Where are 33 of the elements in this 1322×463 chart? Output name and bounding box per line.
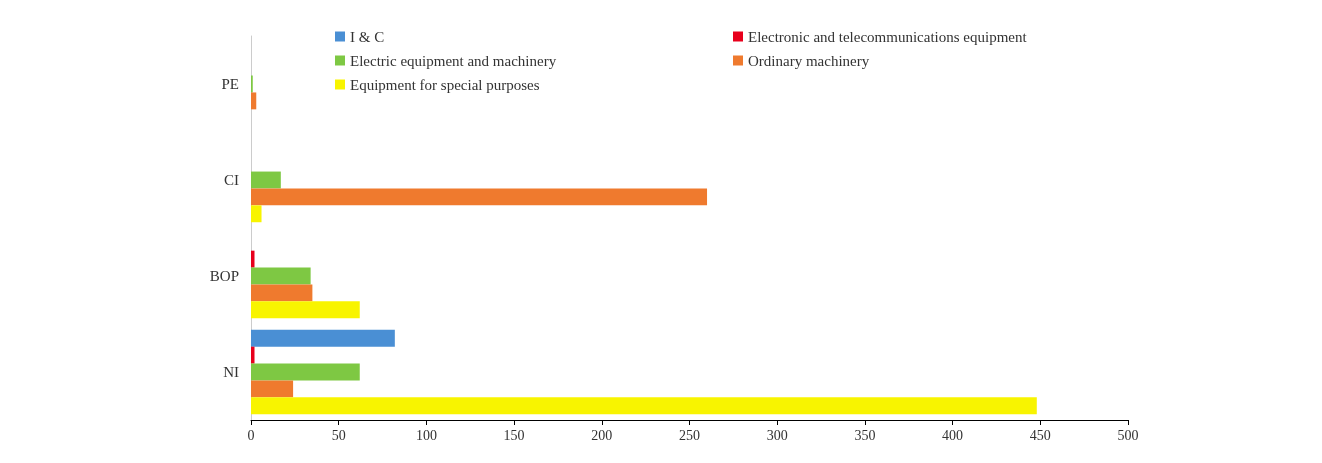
x-tick-label: 400: [942, 427, 964, 443]
x-tick-label: 0: [247, 427, 255, 443]
y-tick-label: CI: [224, 172, 239, 188]
y-tick-label: NI: [223, 364, 239, 380]
bar: [251, 363, 360, 381]
y-tick-label: PE: [221, 76, 239, 92]
bar: [251, 171, 281, 189]
bar: [251, 380, 294, 398]
bar: [251, 346, 255, 364]
x-tick-label: 300: [766, 427, 788, 443]
bar: [251, 205, 262, 223]
x-tick-label: 250: [679, 427, 700, 443]
bar: [251, 267, 311, 285]
x-tick-label: 150: [503, 427, 525, 443]
x-tick-label: 500: [1117, 427, 1139, 443]
legend-label: I & C: [350, 28, 385, 45]
x-tick-label: 200: [591, 427, 613, 443]
bar: [251, 329, 395, 347]
x-tick-label: 100: [415, 427, 437, 443]
bar: [251, 284, 313, 302]
bar: [251, 92, 257, 110]
bar: [251, 301, 360, 319]
bar: [251, 397, 1037, 415]
x-tick-label: 50: [331, 427, 346, 443]
legend-label: Electric equipment and machinery: [350, 52, 557, 69]
bar: [251, 188, 708, 206]
x-tick-label: 350: [854, 427, 876, 443]
x-tick-label: 450: [1029, 427, 1051, 443]
legend-label: Electronic and telecommunications equipment: [748, 28, 1028, 45]
y-tick-label: BOP: [209, 268, 239, 284]
legend-label: Ordinary machinery: [748, 52, 870, 69]
bar: [251, 250, 255, 268]
legend-label: Equipment for special purposes: [350, 76, 540, 93]
